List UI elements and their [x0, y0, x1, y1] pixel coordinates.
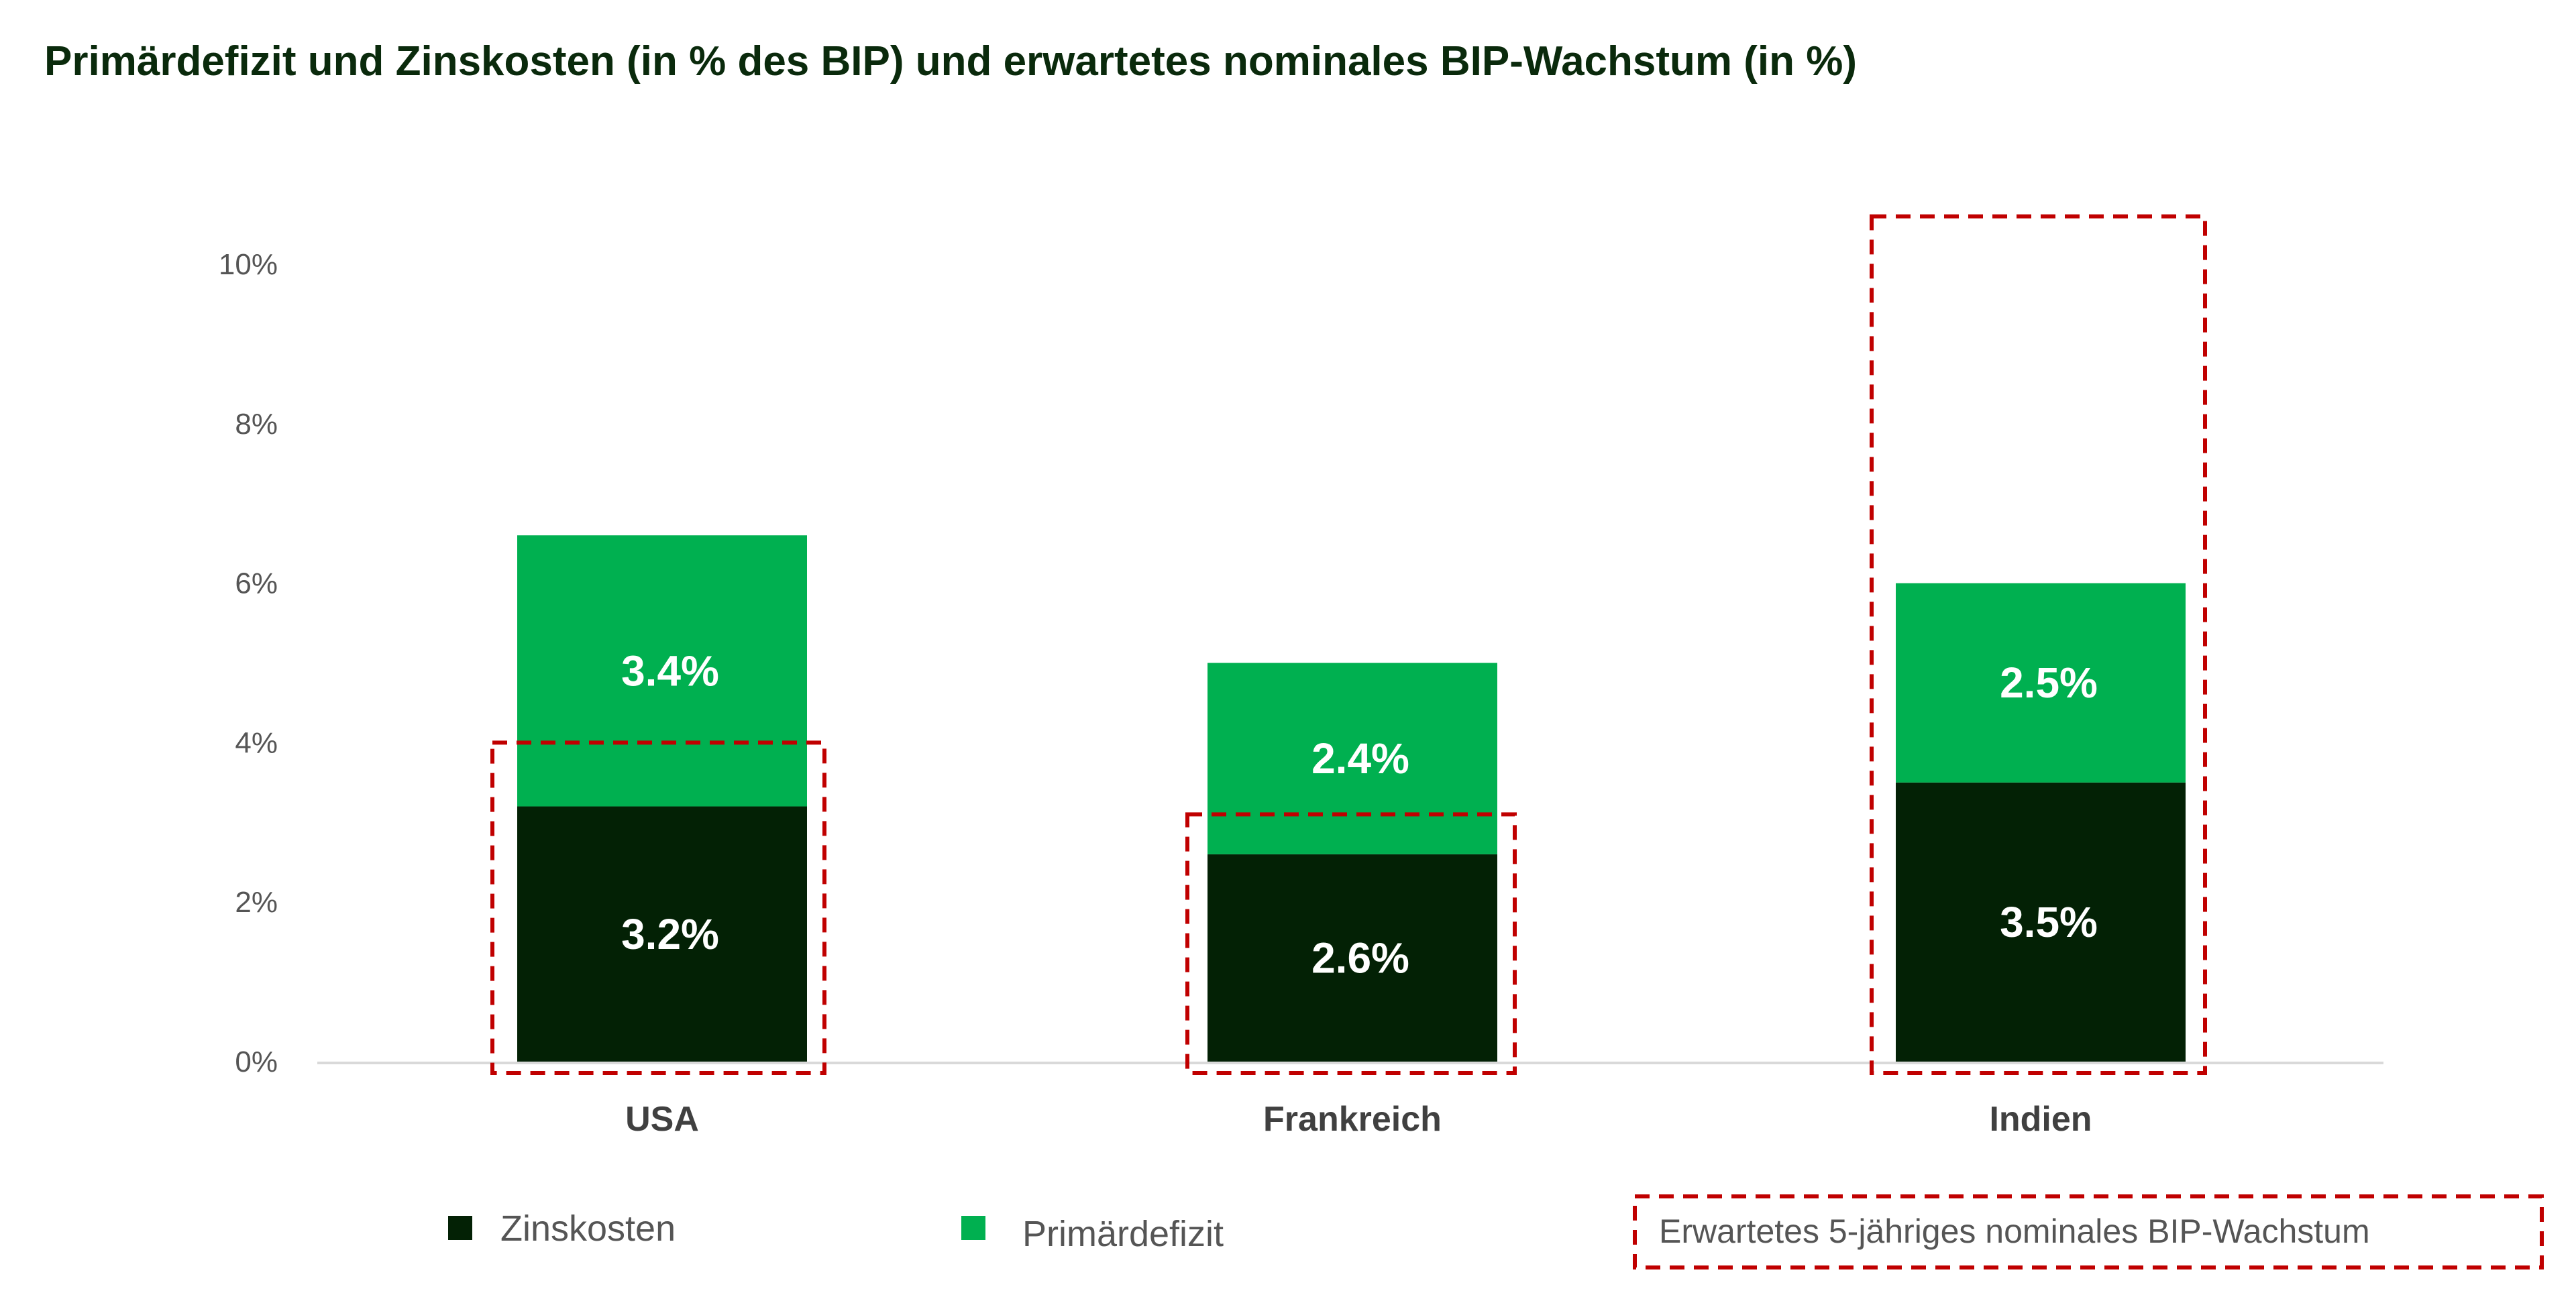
- bar-zinskosten: [517, 806, 807, 1062]
- x-tick-label: Indien: [1989, 1100, 2092, 1139]
- chart-title: Primärdefizit und Zinskosten (in % des B…: [44, 38, 1857, 84]
- x-axis-labels: USA Frankreich Indien: [625, 1100, 2092, 1139]
- legend-label-zinskosten: Zinskosten: [500, 1208, 676, 1249]
- x-tick-label: USA: [625, 1100, 699, 1139]
- bar-primaerdefizit: [1208, 663, 1497, 854]
- data-label: 2.4%: [1311, 734, 1409, 783]
- y-tick-label: 2%: [235, 886, 278, 919]
- data-label: 3.4%: [621, 646, 719, 695]
- data-label: 3.2%: [621, 910, 719, 958]
- bar-zinskosten: [1896, 782, 2186, 1062]
- growth-box: [490, 740, 826, 1076]
- y-tick-label: 10%: [219, 248, 278, 281]
- bar-primaerdefizit: [1896, 583, 2186, 783]
- growth-box: [1870, 214, 2207, 1075]
- legend-label-primaerdefizit: Primärdefizit: [1022, 1214, 1224, 1254]
- data-label: 2.6%: [1311, 934, 1409, 982]
- legend-swatch-growth: [1633, 1194, 2544, 1269]
- legend-label-growth: Erwartetes 5-jähriges nominales BIP-Wach…: [1659, 1212, 2370, 1250]
- bar-zinskosten: [1208, 854, 1497, 1062]
- legend-swatch-zinskosten: [448, 1216, 472, 1240]
- x-tick-label: Frankreich: [1263, 1100, 1442, 1139]
- bar-primaerdefizit: [517, 535, 807, 807]
- y-tick-label: 8%: [235, 408, 278, 441]
- bars: 3.2% 3.4% 2.6% 2.4% 3.5% 2.5%: [517, 535, 2186, 1062]
- data-label: 3.5%: [2000, 898, 2098, 946]
- growth-boxes: [490, 214, 2207, 1076]
- growth-box: [1185, 812, 1517, 1076]
- y-tick-label: 0%: [235, 1046, 278, 1078]
- y-tick-label: 4%: [235, 726, 278, 759]
- legend: Zinskosten Primärdefizit Erwartetes 5-jä…: [448, 1194, 2544, 1269]
- legend-swatch-primaerdefizit: [961, 1216, 985, 1240]
- y-tick-label: 6%: [235, 567, 278, 600]
- data-label: 2.5%: [2000, 659, 2098, 707]
- y-axis: 0% 2% 4% 6% 8% 10%: [219, 248, 278, 1078]
